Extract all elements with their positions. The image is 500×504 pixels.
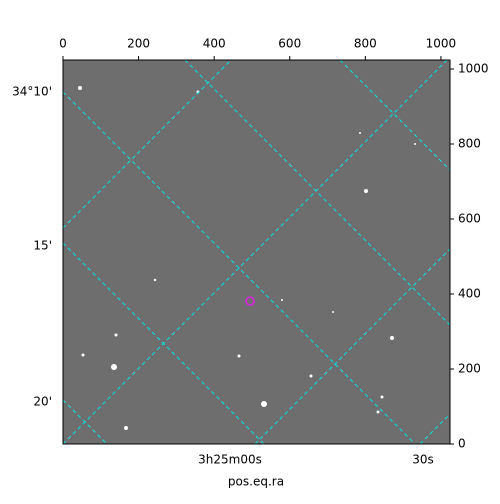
x-tick-label: 1000 [426, 37, 457, 51]
ra-tick-label: 3h25m00s [198, 453, 262, 467]
ra-tick-label: 30s [412, 453, 434, 467]
x-tick-label: 200 [127, 37, 150, 51]
y-tick-label: 800 [458, 137, 481, 151]
frame [62, 59, 451, 445]
stars [78, 86, 416, 430]
y-tick-label: 200 [458, 362, 481, 376]
y-tick-label: 600 [458, 212, 481, 226]
x-label: pos.eq.ra [228, 475, 284, 489]
dec-tick-label: 15' [33, 239, 52, 253]
marker [245, 296, 255, 306]
x-tick-label: 800 [354, 37, 377, 51]
dec-tick-label: 34°10' [12, 85, 52, 99]
dec-tick-label: 20' [33, 395, 52, 409]
image [63, 60, 450, 444]
y-tick-label: 0 [458, 437, 466, 451]
y-tick-label: 1000 [458, 62, 489, 76]
x-tick-label: 600 [278, 37, 301, 51]
coordinate-grid [63, 60, 450, 444]
y-tick-label: 400 [458, 287, 481, 301]
x-tick-label: 0 [59, 37, 67, 51]
x-tick-label: 400 [203, 37, 226, 51]
